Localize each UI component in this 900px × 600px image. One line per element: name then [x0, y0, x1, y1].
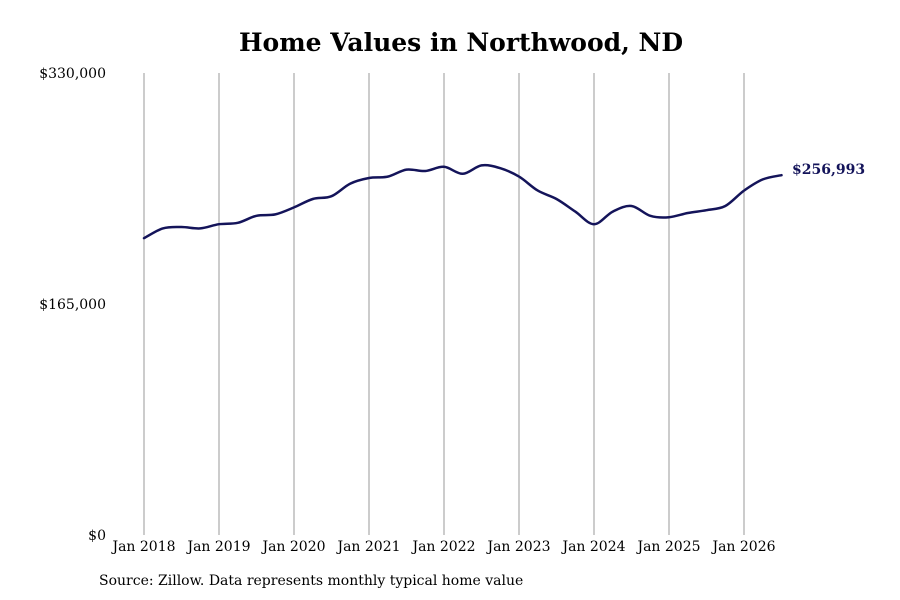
y-tick-label: $0 — [88, 528, 106, 544]
x-axis-ticks: Jan 2018 Jan 2019 Jan 2020 Jan 2021 Jan 2022… — [110, 539, 775, 555]
end-value-label: $256,993 — [792, 162, 865, 178]
gridlines — [143, 73, 745, 535]
x-tick-label: Jan 2026 — [710, 539, 775, 555]
chart-title: Home Values in Northwood, ND — [239, 28, 683, 57]
x-tick-label: Jan 2024 — [560, 539, 625, 555]
home-value-line — [142, 163, 783, 240]
x-tick-label: Jan 2020 — [260, 539, 325, 555]
y-axis-ticks: $0 $165,000 $330,000 — [39, 66, 106, 544]
x-tick-label: Jan 2022 — [410, 539, 475, 555]
y-tick-label: $165,000 — [39, 297, 106, 313]
x-tick-label: Jan 2021 — [335, 539, 400, 555]
x-tick-label: Jan 2018 — [110, 539, 175, 555]
y-tick-label: $330,000 — [39, 66, 106, 82]
x-tick-label: Jan 2019 — [185, 539, 250, 555]
source-note: Source: Zillow. Data represents monthly … — [99, 573, 524, 589]
x-tick-label: Jan 2023 — [485, 539, 550, 555]
x-tick-label: Jan 2025 — [635, 539, 700, 555]
